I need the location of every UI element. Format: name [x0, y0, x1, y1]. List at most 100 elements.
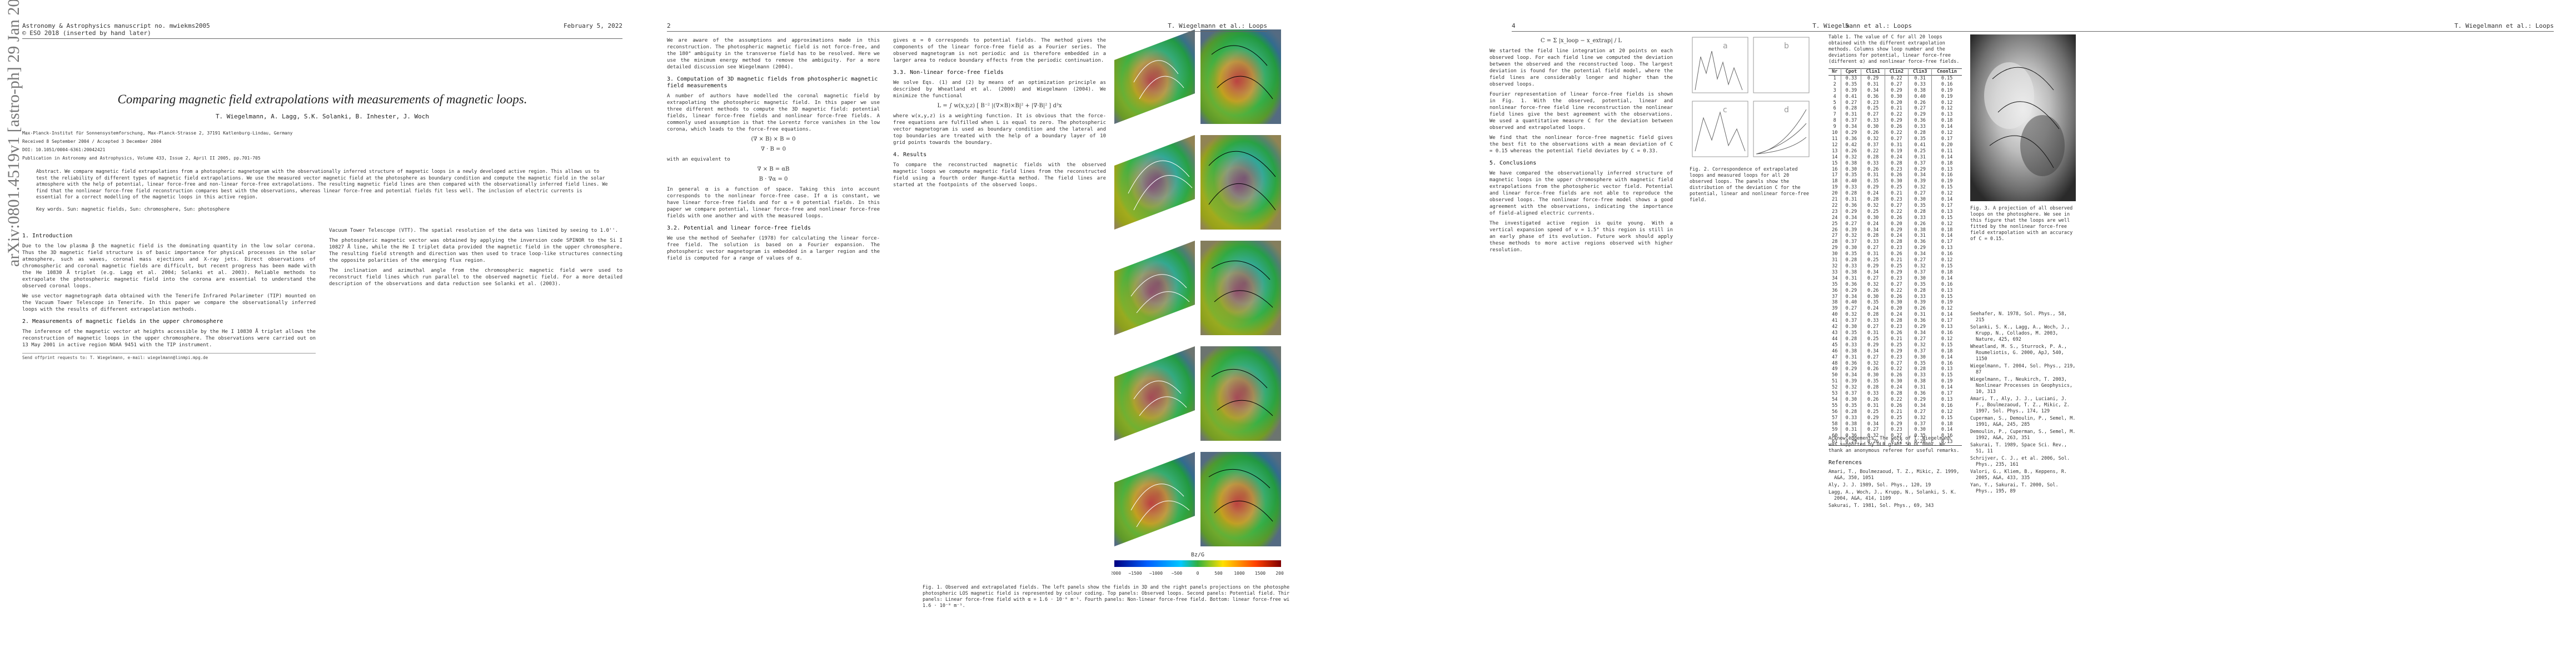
table-cell: 0.35 [1841, 402, 1861, 409]
table-cell: 0.28 [1841, 106, 1861, 112]
field-lines [1208, 469, 1273, 522]
references-right: Seehafer, N. 1978, Sol. Phys., 58, 215 So… [1970, 311, 2076, 495]
reference-entry: Wiegelmann, T., Neukirch, T. 2003, Nonli… [1970, 377, 2072, 395]
table-cell: 0.15 [1931, 342, 1962, 349]
table-cell: 0.36 [1841, 281, 1861, 288]
table-cell: 0.28 [1907, 130, 1932, 136]
table-cell: 0.28 [1861, 197, 1885, 203]
table-cell: 0.33 [1907, 124, 1932, 131]
table-row: 6 0.28 0.25 0.21 0.27 0.12 [1828, 106, 1962, 112]
table-cell: 0.21 [1884, 409, 1909, 415]
table-cell: 0.21 [1884, 257, 1909, 263]
table-cell: 0.13 [1931, 324, 1962, 330]
table-row: 7 0.31 0.27 0.22 0.29 0.13 [1828, 112, 1962, 118]
table-cell: 0.25 [1861, 409, 1885, 415]
table-cell: 0.12 [1931, 106, 1962, 112]
table-cell: 0.30 [1907, 197, 1932, 203]
table-row: 42 0.30 0.27 0.23 0.29 0.13 [1828, 324, 1962, 330]
table-cell: 0.32 [1907, 185, 1932, 191]
table-cell: 44 [1832, 336, 1838, 342]
field-lines [1211, 260, 1273, 308]
table-cell: 0.21 [1884, 191, 1909, 197]
table-row: 32 0.33 0.29 0.25 0.32 0.15 [1828, 263, 1962, 270]
table-cell: 0.34 [1841, 124, 1861, 131]
table-cell: 0.26 [1907, 99, 1932, 106]
table-cell: 0.30 [1841, 396, 1861, 403]
table-cell: 0.26 [1861, 396, 1885, 403]
table-row: 12 0.42 0.37 0.31 0.41 0.20 [1828, 142, 1962, 148]
table-cell: 0.33 [1907, 215, 1932, 221]
field-lines [1133, 380, 1187, 416]
table-cell: 0.29 [1861, 263, 1885, 270]
table-cell: 0.36 [1907, 239, 1932, 246]
table-cell: 0.26 [1861, 439, 1885, 446]
paragraph: Vacuum Tower Telescope (VTT). The spatia… [329, 227, 619, 233]
table-cell: 0.19 [1884, 148, 1909, 155]
table-cell: 0.33 [1841, 415, 1861, 421]
table-cell: 0.33 [1907, 372, 1932, 379]
table-cell: 0.35 [1907, 433, 1932, 440]
table-1: Nr Cpot Clin1 Clin2 Clin3 Cnonlin 1 0.33 0.29 0.… [1828, 68, 1962, 446]
column-right: Vacuum Tower Telescope (VTT). The spatia… [329, 227, 622, 361]
table-cell: 0.28 [1884, 318, 1909, 325]
paragraph: Due to the low plasma β the magnetic fie… [22, 243, 316, 289]
table-cell: 1 [1833, 75, 1836, 81]
paragraph: We have compared the observationally inf… [1489, 171, 1673, 216]
table-cell: 0.29 [1841, 130, 1861, 136]
table-cell: 0.41 [1907, 142, 1932, 148]
paragraph: Fourier representation of linear force-f… [1489, 92, 1673, 131]
table-cell: 30 [1832, 251, 1838, 257]
panel-label: d [1784, 106, 1789, 115]
table-cell: 0.28 [1907, 287, 1932, 294]
paragraph: The investigated active region is quite … [1489, 221, 1673, 253]
table-cell: 16 [1832, 166, 1838, 172]
table-row: 24 0.34 0.30 0.26 0.33 0.15 [1828, 215, 1962, 221]
table-cell: 0.37 [1841, 118, 1861, 125]
table-cell: 0.29 [1884, 118, 1909, 125]
table-cell: 0.25 [1907, 148, 1932, 155]
figure-2-caption: Fig. 2. Correspondence of extrapolated l… [1690, 167, 1809, 203]
paragraph: In general α is a function of space. Tak… [667, 187, 880, 219]
table-cell: 0.26 [1861, 166, 1885, 173]
table-cell: 0.30 [1841, 324, 1861, 330]
table-row: 20 0.28 0.24 0.21 0.27 0.12 [1828, 191, 1962, 197]
table-cell: 0.28 [1861, 233, 1885, 240]
table-row: 57 0.33 0.29 0.25 0.32 0.15 [1828, 415, 1962, 421]
table-row: 40 0.32 0.28 0.24 0.31 0.14 [1828, 312, 1962, 318]
table-cell: 32 [1832, 263, 1838, 269]
paragraph: with an equivalent to [667, 157, 730, 162]
table-cell: 0.36 [1841, 433, 1861, 440]
table-row: 1 0.33 0.29 0.22 0.31 0.15 [1828, 75, 1962, 82]
page-header: 4 T. Wiegelmann et al.: Loops [1512, 22, 1912, 32]
table-cell: 0.30 [1907, 427, 1932, 434]
table-cell: 0.27 [1861, 245, 1885, 252]
table-cell: 0.25 [1884, 185, 1909, 191]
table-cell: 2 [1833, 81, 1836, 87]
table-cell: 0.37 [1841, 318, 1861, 325]
reference-entry: Amari, T., Boulmezaoud, T. Z., Mikic, Z.… [1828, 469, 1960, 481]
colorbar-tick-label: 500 [1214, 571, 1223, 576]
table-cell: 0.24 [1884, 312, 1909, 318]
table-cell: 0.35 [1907, 202, 1932, 209]
map-overlay [1200, 452, 1281, 546]
table-cell: 0.37 [1841, 239, 1861, 246]
table-cell: 0.18 [1931, 227, 1962, 233]
table-cell: 0.28 [1907, 439, 1932, 446]
table-cell: 0.31 [1861, 251, 1885, 258]
table-row: 15 0.38 0.33 0.28 0.37 0.18 [1828, 160, 1962, 167]
colorbar-tick-label: 1500 [1255, 571, 1265, 576]
table-row: 43 0.35 0.31 0.26 0.34 0.16 [1828, 330, 1962, 336]
equation: (∇ × B) × B = 0 [751, 136, 796, 142]
table-cell: 0.29 [1841, 208, 1861, 215]
table-cell: 0.29 [1861, 415, 1885, 421]
table-cell: 0.18 [1931, 118, 1962, 125]
table-cell: 0.26 [1884, 124, 1909, 131]
table-row: 52 0.32 0.28 0.24 0.31 0.14 [1828, 385, 1962, 391]
colorbar-label: Bz/G [1191, 552, 1204, 558]
table-cell: 54 [1832, 396, 1838, 402]
table-cell: 0.23 [1884, 354, 1909, 361]
table-cell: 0.23 [1861, 99, 1885, 106]
table-cell: 0.34 [1861, 348, 1885, 355]
table-cell: 0.13 [1931, 245, 1962, 252]
table-cell: 0.12 [1931, 409, 1962, 415]
